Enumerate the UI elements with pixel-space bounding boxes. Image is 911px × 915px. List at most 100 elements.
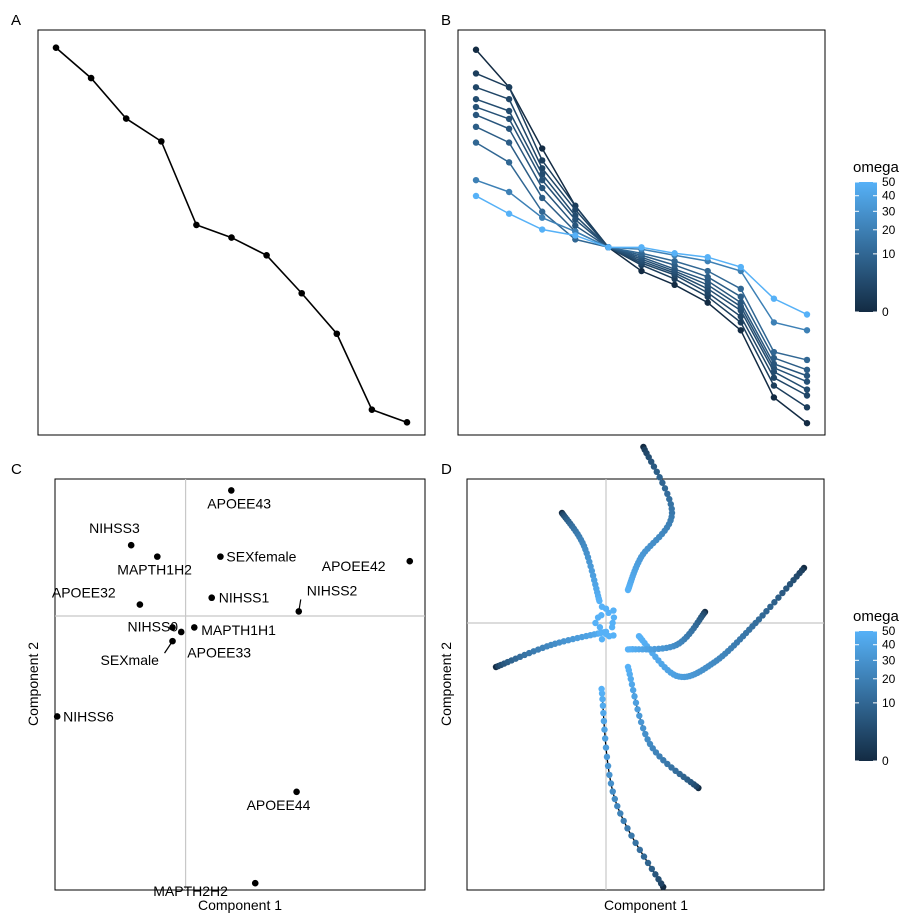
- trajectory-point: [606, 771, 613, 779]
- trajectory-point: [592, 619, 599, 627]
- data-point: [539, 176, 546, 184]
- trajectory-point: [607, 780, 615, 787]
- data-point: [704, 299, 711, 306]
- legend-D-title: omega: [853, 608, 900, 625]
- data-point: [704, 273, 711, 281]
- data-point: [770, 374, 778, 381]
- legend-tick-label: 40: [882, 638, 896, 652]
- legend-tick-label: 40: [882, 189, 896, 203]
- data-point: [704, 267, 711, 275]
- label-leader-line: [298, 599, 302, 612]
- panel-tag-D: D: [441, 461, 452, 478]
- data-point: [472, 70, 480, 77]
- data-point: [190, 624, 198, 631]
- data-point: [472, 103, 480, 111]
- trajectory-point: [599, 702, 607, 709]
- data-point: [572, 216, 579, 223]
- legend-tick-label: 0: [882, 754, 889, 768]
- trajectory-point: [599, 695, 606, 703]
- data-point: [153, 553, 161, 560]
- trajectory-point: [639, 725, 647, 732]
- data-point: [87, 74, 95, 82]
- panel-C-ylabel: Component 2: [25, 642, 41, 726]
- data-point: [193, 221, 200, 229]
- data-point: [217, 553, 224, 560]
- data-point: [472, 176, 480, 184]
- trajectory-point: [598, 685, 605, 693]
- data-point: [737, 327, 744, 334]
- series-line: [475, 49, 808, 424]
- data-point: [228, 234, 235, 241]
- trajectory-point: [779, 589, 786, 597]
- trajectory-point: [596, 597, 603, 605]
- data-point: [472, 95, 480, 103]
- panel-C-marks: APOEE43 NIHSS3 MAPTH1H2 SEXfemale APOEE42 APO…: [52, 479, 425, 899]
- data-point: [127, 541, 135, 549]
- legend-colorbar: [855, 182, 877, 312]
- data-point: [169, 624, 176, 631]
- panel-D-marks: [467, 443, 824, 891]
- data-point: [505, 188, 513, 196]
- data-point: [704, 253, 711, 261]
- panel-tag-B: B: [441, 12, 451, 29]
- panel-tag-A: A: [11, 12, 21, 29]
- series-line: [475, 72, 808, 408]
- trajectory-point: [628, 832, 635, 839]
- data-point: [539, 214, 546, 221]
- trajectory-point: [628, 681, 636, 688]
- trajectory-point: [632, 699, 640, 706]
- data-point: [293, 788, 300, 796]
- trajectory-point: [609, 788, 616, 795]
- data-point: [251, 879, 259, 887]
- legend-tick-label: 10: [882, 696, 896, 710]
- data-point: [803, 419, 811, 427]
- data-point: [505, 159, 513, 166]
- trajectory-point: [648, 458, 655, 465]
- data-point: [505, 139, 513, 146]
- trajectory-point: [763, 608, 770, 615]
- trajectory-point: [644, 736, 651, 743]
- data-point: [770, 382, 778, 389]
- trajectory-point: [783, 585, 790, 592]
- data-point: [803, 311, 811, 318]
- trajectory-point: [640, 853, 648, 860]
- data-point: [539, 145, 546, 152]
- trajectory-point: [598, 636, 606, 643]
- series-line: [475, 86, 808, 397]
- trajectory-point: [594, 614, 602, 621]
- panel-A-frame: [37, 29, 426, 436]
- data-point: [803, 378, 811, 385]
- data-point: [472, 84, 480, 91]
- trajectory-point: [624, 663, 632, 671]
- data-point: [572, 206, 579, 213]
- trajectory-point: [624, 825, 631, 832]
- trajectory-point: [632, 839, 639, 847]
- trajectory-point: [666, 495, 673, 503]
- trajectory-point: [596, 624, 604, 631]
- data-point: [472, 46, 480, 53]
- trajectory-point: [644, 859, 652, 867]
- data-point: [638, 267, 645, 275]
- trajectory-point: [601, 735, 609, 742]
- data-point: [177, 628, 185, 636]
- point-label: NIHSS2: [307, 582, 358, 598]
- trajectory-point: [596, 629, 604, 637]
- trajectory-point: [652, 871, 659, 878]
- data-point: [472, 123, 480, 131]
- trajectory-point: [636, 712, 643, 719]
- point-label: NIHSS6: [63, 708, 114, 724]
- point-label: NIHSS1: [219, 590, 270, 606]
- point-label: APOEE32: [52, 585, 116, 601]
- data-point: [803, 404, 811, 411]
- data-point: [472, 192, 480, 200]
- data-point: [671, 281, 678, 289]
- data-point: [803, 356, 811, 364]
- data-point: [505, 115, 513, 123]
- data-point: [770, 394, 778, 401]
- legend-tick-label: 30: [882, 653, 896, 667]
- data-point: [671, 257, 678, 265]
- trajectory-point: [603, 753, 611, 761]
